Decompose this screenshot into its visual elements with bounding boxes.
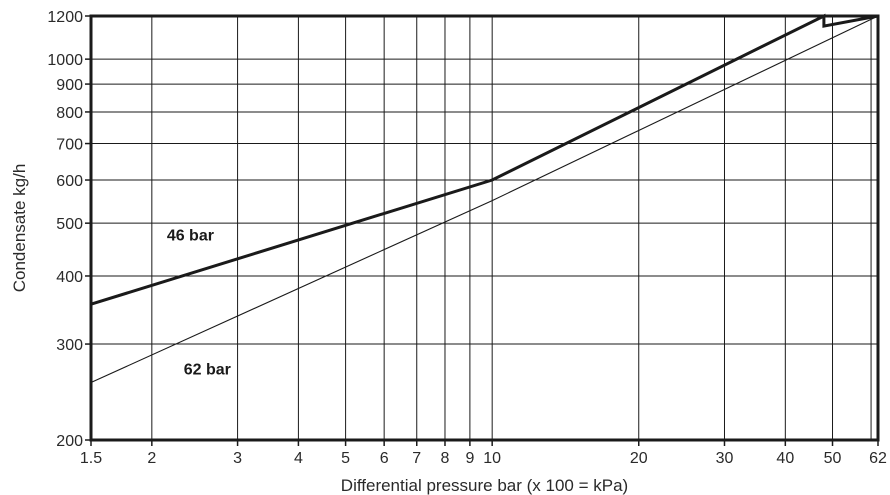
y-tick-label: 1200	[47, 9, 83, 26]
x-tick-label: 8	[441, 450, 450, 467]
y-tick-label: 700	[56, 137, 83, 154]
y-tick-label: 500	[56, 216, 83, 233]
plot-frame	[89, 14, 880, 442]
series-lines	[90, 13, 879, 384]
series-label: 62 bar	[184, 361, 231, 378]
x-tick-label: 40	[776, 450, 794, 467]
x-tick-label: 1.5	[80, 450, 102, 467]
y-tick-label: 800	[56, 105, 83, 122]
x-tick-labels: 1.5 2 3 4 5 6 7 8 9 10 20 30 40 50 62	[80, 450, 887, 467]
x-tick-label: 4	[294, 450, 303, 467]
y-tick-label: 200	[56, 433, 83, 450]
x-tick-label: 30	[716, 450, 734, 467]
y-axis-title: Condensate kg/h	[10, 164, 29, 293]
y-tick-label: 1000	[47, 52, 83, 69]
x-tick-label: 62	[869, 450, 887, 467]
x-tick-label: 10	[483, 450, 501, 467]
x-tick-label: 6	[380, 450, 389, 467]
x-axis-title: Differential pressure bar (x 100 = kPa)	[341, 476, 628, 495]
series-line-62-bar	[90, 15, 879, 384]
x-tick-label: 9	[465, 450, 474, 467]
x-tick-label: 5	[341, 450, 350, 467]
y-tick-label: 300	[56, 337, 83, 354]
y-tick-label: 600	[56, 173, 83, 190]
x-tick-label: 2	[147, 450, 156, 467]
x-tick-label: 3	[233, 450, 242, 467]
y-tick-label: 900	[56, 77, 83, 94]
x-tick-label: 20	[630, 450, 648, 467]
grid	[85, 15, 879, 446]
series-label: 46 bar	[167, 227, 214, 244]
y-tick-labels: 200 300 400 500 600 700 800 900 1000 1200	[47, 9, 83, 450]
x-tick-label: 50	[824, 450, 842, 467]
x-tick-label: 7	[412, 450, 421, 467]
y-tick-label: 400	[56, 269, 83, 286]
series-labels: 46 bar 62 bar	[167, 227, 231, 378]
